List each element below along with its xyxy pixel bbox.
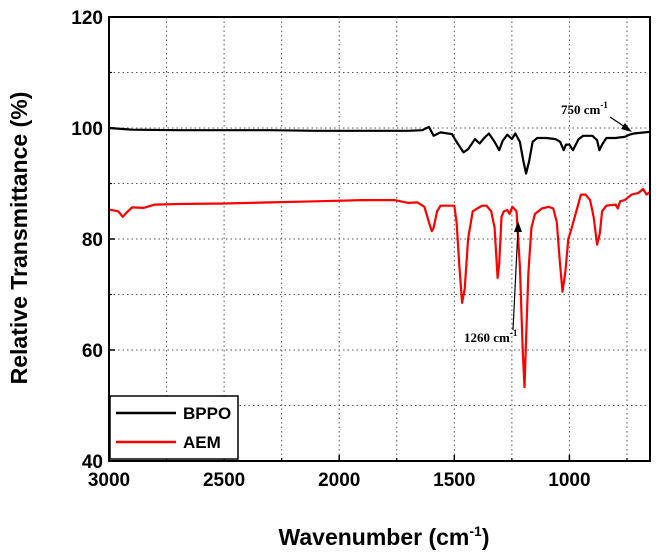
series-aem-line: [108, 187, 651, 389]
y-tick-label: 100: [71, 119, 103, 140]
x-tick-label: 2500: [203, 470, 245, 491]
annotation-1260-text: 1260 cm: [464, 330, 510, 345]
x-axis-label: Wavenumber (cm-1): [279, 523, 490, 550]
annotation-750-arrowhead: [621, 123, 632, 132]
annotation-1260-arrow: [512, 227, 519, 331]
x-tick-label: 1000: [548, 470, 590, 491]
legend: BPPO AEM: [109, 395, 239, 460]
annotation-750-superscript: -1: [600, 100, 608, 110]
annotation-750: 750 cm-1: [561, 100, 632, 132]
annotation-1260: 1260 cm-1: [464, 221, 522, 345]
x-tick-label: 1500: [433, 470, 475, 491]
y-axis-label: Relative Transmittance (%): [6, 92, 32, 385]
series-layer: [108, 125, 651, 389]
x-axis-label-main: Wavenumber (cm: [279, 524, 470, 550]
annotation-1260-label: 1260 cm-1: [464, 328, 518, 345]
x-axis-label-superscript: -1: [469, 523, 482, 539]
annotation-750-label: 750 cm-1: [561, 100, 608, 117]
annotation-1260-arrowhead: [514, 221, 522, 232]
y-tick-label: 40: [82, 452, 103, 473]
legend-label-bppo: BPPO: [183, 404, 231, 423]
annotation-1260-superscript: -1: [510, 328, 518, 338]
y-tick-label: 80: [82, 230, 103, 251]
x-axis-label-suffix: ): [482, 524, 490, 550]
x-tick-label: 3000: [88, 470, 130, 491]
series-bppo-line: [108, 125, 651, 175]
y-tick-label: 60: [82, 341, 103, 362]
ticks: 3000 2500 2000 1500 1000 40 60 80 100 120: [71, 8, 628, 491]
y-tick-label: 120: [71, 8, 103, 29]
annotation-750-text: 750 cm: [561, 102, 601, 117]
legend-label-aem: AEM: [183, 433, 221, 452]
legend-box: [109, 395, 239, 460]
x-tick-label: 2000: [318, 470, 360, 491]
